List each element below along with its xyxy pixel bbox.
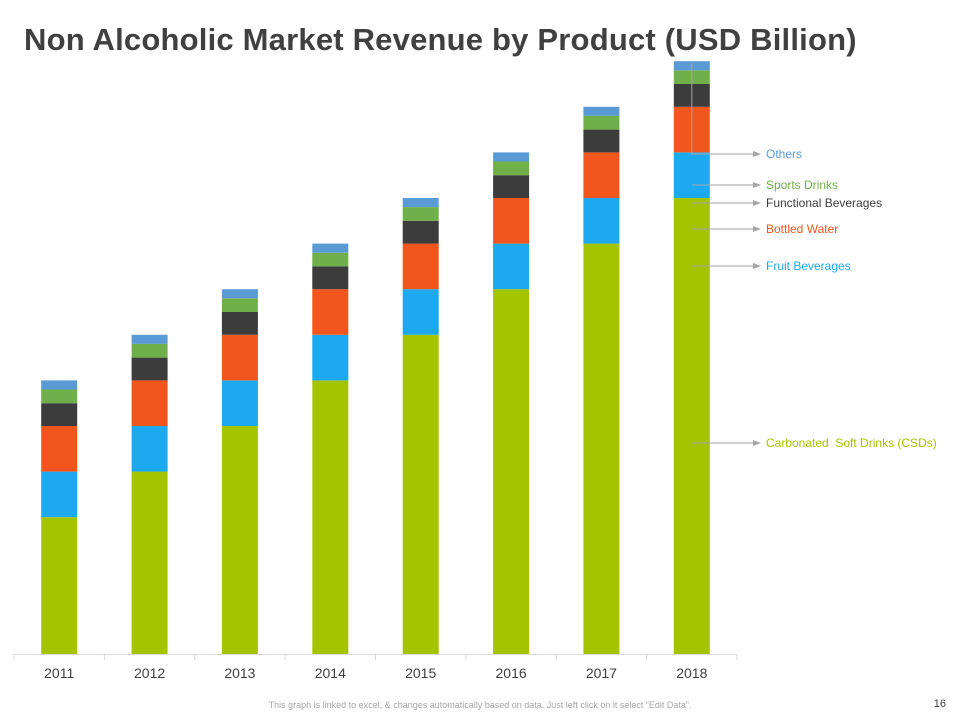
- bar-2011-fruit-beverages: [41, 471, 78, 518]
- bar-2017-fruit-beverages: [583, 198, 620, 244]
- bar-2012-fruit-beverages: [131, 426, 168, 472]
- bar-2014-fruit-beverages: [312, 334, 349, 381]
- bar-2012-bottled-water: [131, 380, 168, 426]
- bar-2012-others: [131, 334, 168, 344]
- bar-2017-sports-drinks: [583, 115, 620, 130]
- bar-2018-fruit-beverages: [673, 152, 710, 198]
- legend-label-carbonated-soft-drinks-csds: Carbonated Soft Drinks (CSDs): [766, 436, 937, 450]
- bar-2013-sports-drinks: [221, 298, 258, 312]
- bar-2016-carbonated-soft-drinks-csds: [493, 289, 530, 654]
- page-number: 16: [933, 698, 946, 710]
- legend-label-sports-drinks: Sports Drinks: [766, 178, 838, 192]
- bar-2015-fruit-beverages: [402, 289, 439, 335]
- bar-2016-others: [493, 152, 530, 162]
- page-title: Non Alcoholic Market Revenue by Product …: [24, 22, 857, 57]
- callout-line-others: [691, 63, 761, 157]
- bar-2012-carbonated-soft-drinks-csds: [131, 471, 168, 654]
- bar-2015-bottled-water: [402, 243, 439, 290]
- bar-2018-carbonated-soft-drinks-csds: [673, 198, 710, 654]
- bar-2014-functional-beverages: [312, 266, 349, 290]
- bar-2016-bottled-water: [493, 198, 530, 244]
- bar-2017-carbonated-soft-drinks-csds: [583, 243, 620, 654]
- bar-2012-sports-drinks: [131, 343, 168, 358]
- bar-2017-others: [583, 106, 620, 116]
- x-tick-label-2014: 2014: [315, 665, 346, 681]
- bar-2011-sports-drinks: [41, 389, 78, 404]
- bar-2015-sports-drinks: [402, 207, 439, 221]
- x-tick-label-2013: 2013: [224, 665, 255, 681]
- bar-2012-functional-beverages: [131, 357, 168, 381]
- bar-2011-others: [41, 380, 78, 390]
- bar-2015-carbonated-soft-drinks-csds: [402, 334, 439, 654]
- bar-2017-functional-beverages: [583, 129, 620, 153]
- x-tick-label-2015: 2015: [405, 665, 436, 681]
- legend-label-functional-beverages: Functional Beverages: [766, 196, 882, 210]
- bar-2013-functional-beverages: [221, 312, 258, 335]
- bar-2015-functional-beverages: [402, 220, 439, 244]
- bar-2011-carbonated-soft-drinks-csds: [41, 517, 78, 654]
- x-tick-label-2016: 2016: [496, 665, 527, 681]
- bar-2014-sports-drinks: [312, 252, 349, 267]
- bar-2016-sports-drinks: [493, 161, 530, 176]
- legend-label-bottled-water: Bottled Water: [766, 222, 838, 236]
- footer-note: This graph is linked to excel, & changes…: [268, 700, 692, 710]
- bar-2013-bottled-water: [221, 334, 258, 381]
- x-tick-label-2018: 2018: [676, 665, 707, 681]
- bar-2015-others: [402, 198, 439, 208]
- bar-2013-carbonated-soft-drinks-csds: [221, 426, 258, 654]
- bar-2014-bottled-water: [312, 289, 349, 335]
- x-tick-label-2012: 2012: [134, 665, 165, 681]
- legend-label-others: Others: [766, 147, 802, 161]
- legend-label-fruit-beverages: Fruit Beverages: [766, 259, 851, 273]
- bar-2011-bottled-water: [41, 426, 78, 472]
- bar-2013-others: [221, 289, 258, 299]
- bar-2013-fruit-beverages: [221, 380, 258, 426]
- bar-2011-functional-beverages: [41, 403, 78, 426]
- bar-2016-fruit-beverages: [493, 243, 530, 290]
- bar-2014-others: [312, 243, 349, 253]
- x-tick-label-2011: 2011: [44, 665, 74, 681]
- bar-2014-carbonated-soft-drinks-csds: [312, 380, 349, 654]
- x-tick-label-2017: 2017: [586, 665, 617, 681]
- bar-2017-bottled-water: [583, 152, 620, 198]
- bar-2016-functional-beverages: [493, 175, 530, 198]
